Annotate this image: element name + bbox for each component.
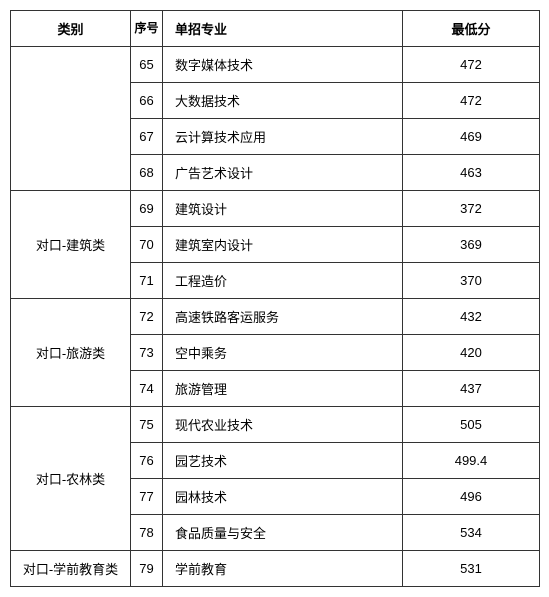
cell-category: 对口-旅游类	[11, 299, 131, 407]
header-row: 类别 序号 单招专业 最低分	[11, 11, 540, 47]
cell-num: 79	[131, 551, 163, 587]
cell-num: 77	[131, 479, 163, 515]
cell-category	[11, 47, 131, 191]
cell-score: 437	[403, 371, 540, 407]
cell-num: 74	[131, 371, 163, 407]
cell-num: 76	[131, 443, 163, 479]
cell-major: 学前教育	[163, 551, 403, 587]
cell-score: 372	[403, 191, 540, 227]
header-major: 单招专业	[163, 11, 403, 47]
cell-score: 534	[403, 515, 540, 551]
cell-num: 78	[131, 515, 163, 551]
cell-score: 432	[403, 299, 540, 335]
header-num: 序号	[131, 11, 163, 47]
cell-num: 73	[131, 335, 163, 371]
cell-num: 71	[131, 263, 163, 299]
cell-score: 531	[403, 551, 540, 587]
cell-major: 工程造价	[163, 263, 403, 299]
cell-num: 70	[131, 227, 163, 263]
cell-num: 67	[131, 119, 163, 155]
cell-major: 高速铁路客运服务	[163, 299, 403, 335]
cell-major: 食品质量与安全	[163, 515, 403, 551]
cell-num: 65	[131, 47, 163, 83]
cell-major: 数字媒体技术	[163, 47, 403, 83]
cell-score: 369	[403, 227, 540, 263]
cell-category: 对口-学前教育类	[11, 551, 131, 587]
table-row: 对口-农林类75现代农业技术505	[11, 407, 540, 443]
cell-score: 469	[403, 119, 540, 155]
cell-major: 园艺技术	[163, 443, 403, 479]
cell-major: 园林技术	[163, 479, 403, 515]
score-table: 类别 序号 单招专业 最低分 65数字媒体技术47266大数据技术47267云计…	[10, 10, 540, 587]
cell-score: 496	[403, 479, 540, 515]
cell-major: 云计算技术应用	[163, 119, 403, 155]
table-body: 65数字媒体技术47266大数据技术47267云计算技术应用46968广告艺术设…	[11, 47, 540, 587]
cell-score: 463	[403, 155, 540, 191]
cell-major: 现代农业技术	[163, 407, 403, 443]
cell-score: 472	[403, 83, 540, 119]
cell-category: 对口-建筑类	[11, 191, 131, 299]
cell-num: 66	[131, 83, 163, 119]
table-row: 对口-学前教育类79学前教育531	[11, 551, 540, 587]
cell-score: 505	[403, 407, 540, 443]
header-category: 类别	[11, 11, 131, 47]
cell-category: 对口-农林类	[11, 407, 131, 551]
cell-major: 建筑室内设计	[163, 227, 403, 263]
cell-major: 旅游管理	[163, 371, 403, 407]
header-score: 最低分	[403, 11, 540, 47]
cell-score: 370	[403, 263, 540, 299]
cell-major: 大数据技术	[163, 83, 403, 119]
cell-score: 420	[403, 335, 540, 371]
cell-major: 广告艺术设计	[163, 155, 403, 191]
cell-major: 空中乘务	[163, 335, 403, 371]
table-header: 类别 序号 单招专业 最低分	[11, 11, 540, 47]
cell-score: 499.4	[403, 443, 540, 479]
cell-num: 75	[131, 407, 163, 443]
table-row: 对口-旅游类72高速铁路客运服务432	[11, 299, 540, 335]
cell-num: 72	[131, 299, 163, 335]
cell-num: 69	[131, 191, 163, 227]
cell-num: 68	[131, 155, 163, 191]
table-row: 对口-建筑类69建筑设计372	[11, 191, 540, 227]
cell-major: 建筑设计	[163, 191, 403, 227]
table-row: 65数字媒体技术472	[11, 47, 540, 83]
cell-score: 472	[403, 47, 540, 83]
